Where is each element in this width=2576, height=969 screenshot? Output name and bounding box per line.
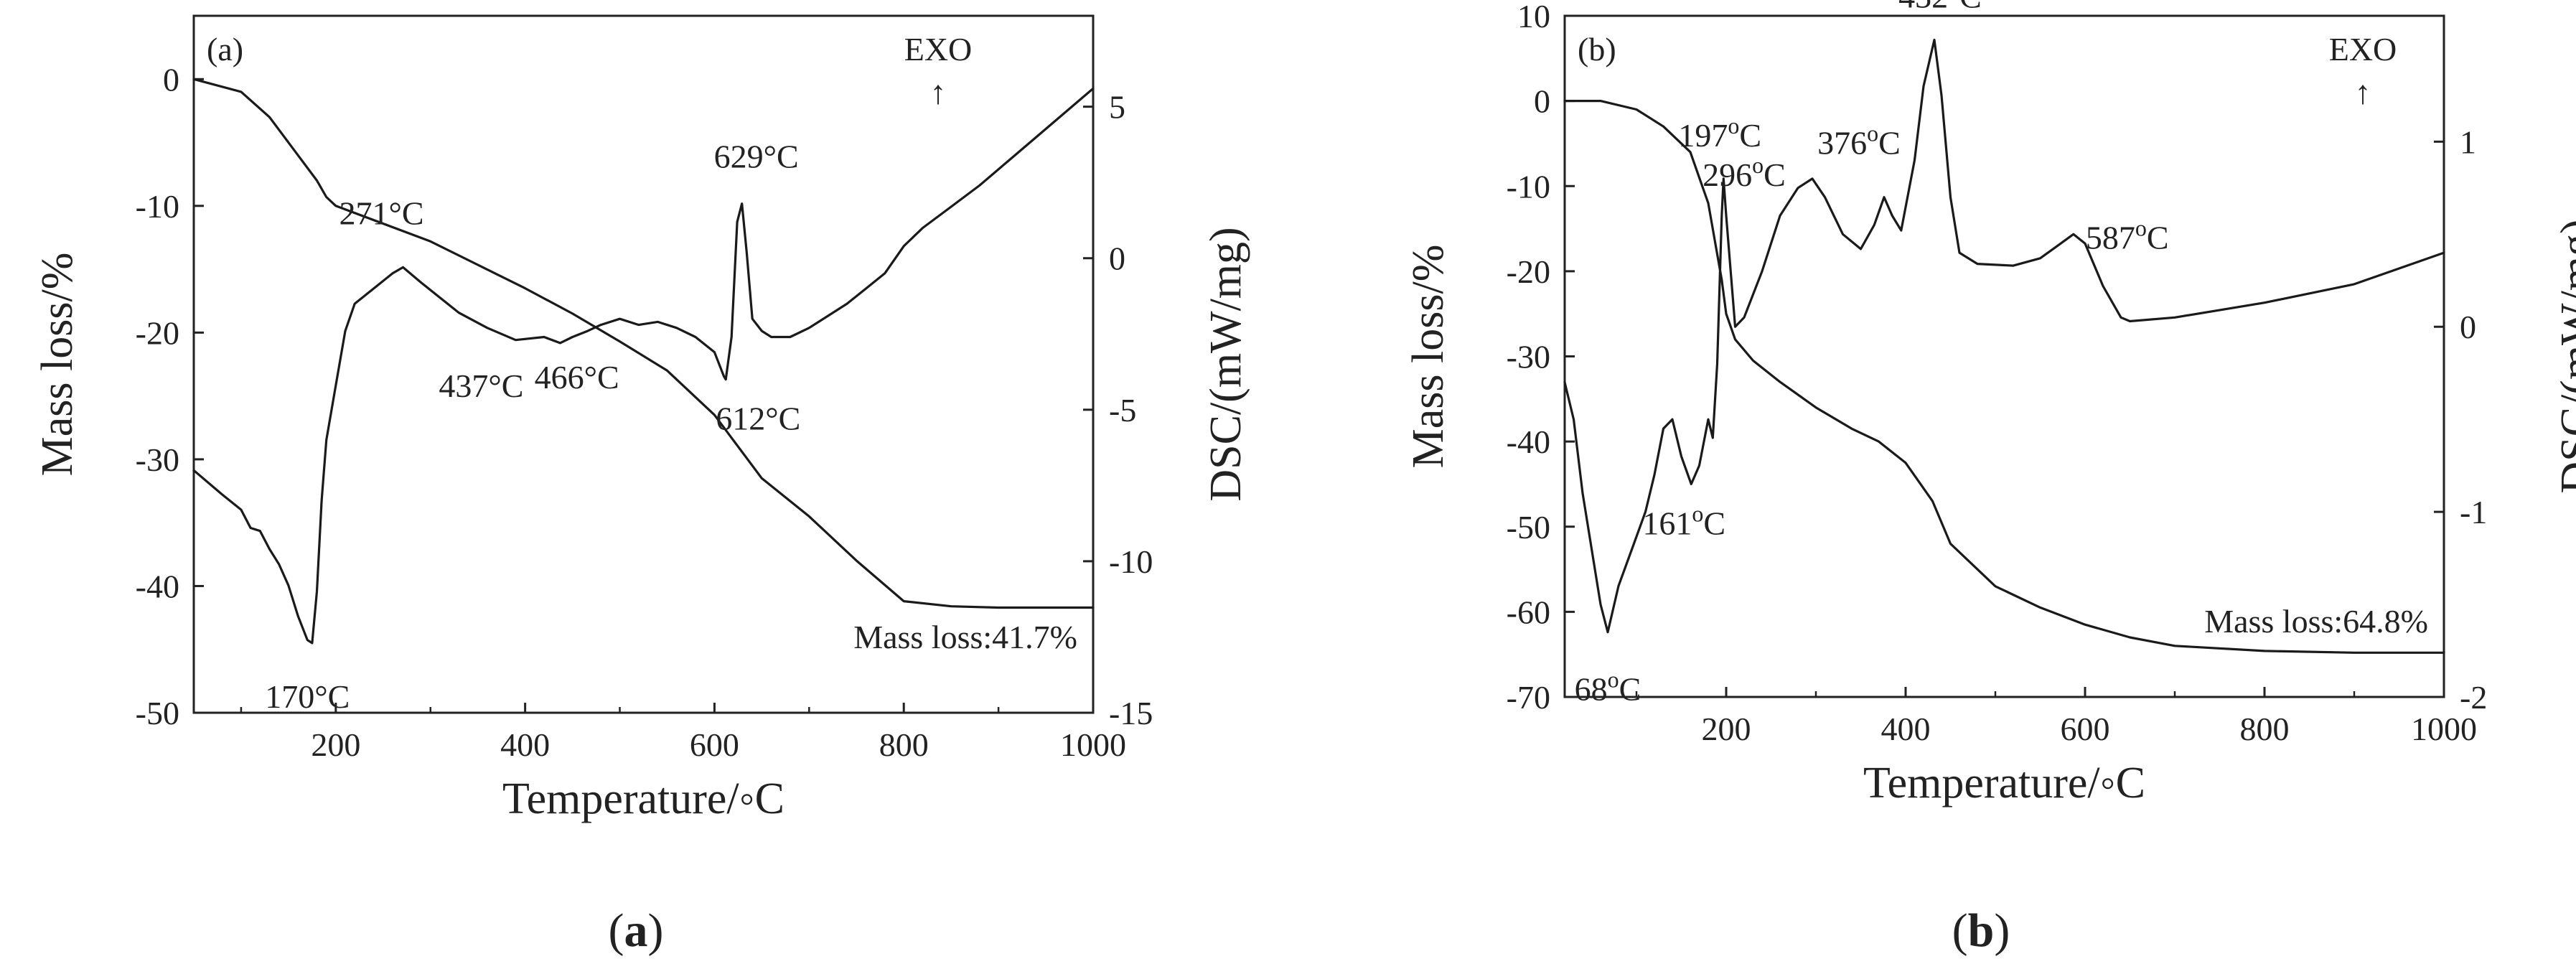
dsc-curve [192,87,1095,645]
y-left-tick-label: -10 [1507,168,1550,205]
y-right-axis-label: DSC/(mW/mg) [2552,219,2576,493]
x-axis-label: Temperature/◦C [1863,759,2145,808]
peak-annotation-unit: C [1959,0,1982,15]
peak-annotation-unit: C [1619,671,1641,708]
y-left-tick-label: -30 [136,441,179,478]
x-tick-label: 600 [2061,711,2110,747]
peak-annotation-value: 161 [1642,505,1692,541]
y-right-tick-label: -2 [2460,679,2487,716]
peak-annotation-unit: C [1703,505,1725,541]
mass-loss-curve [192,78,1095,609]
y-left-tick-label: 10 [1517,0,1550,34]
y-right-tick-label: 0 [2460,309,2476,345]
peak-annotation-unit: C [1878,125,1901,162]
peak-annotation: 376oC [1817,121,1901,162]
peak-annotation: 432oC [1898,0,1982,15]
peak-annotation-value: 197 [1678,117,1728,154]
peak-annotation: 612°C [716,401,800,437]
panel-label: (a) [207,31,243,67]
y-left-tick-label: -30 [1507,339,1550,375]
y-left-tick-label: -10 [136,188,179,225]
y-left-tick-label: 0 [1534,83,1550,120]
x-tick-label: 1000 [2411,711,2477,747]
y-right-axis-label: DSC/(mW/mg) [1202,227,1250,501]
peak-annotation-degree: o [1728,113,1739,139]
dsc-curve [1563,38,2445,634]
panel-label: (b) [1578,31,1616,67]
y-left-tick-label: -40 [1507,423,1550,460]
y-right-tick-label: 0 [1109,240,1125,277]
y-left-tick-label: -50 [1507,509,1550,546]
caption-open-paren: ( [1952,904,1968,957]
peak-annotation-degree: o [1752,152,1764,178]
y-left-tick-label: -70 [1507,679,1550,716]
mass-loss-text: Mass loss:64.8% [2204,603,2428,640]
peak-annotation-unit: C [1764,156,1786,193]
peak-annotation: 587oC [2086,215,2169,256]
caption-close-paren: ) [1994,904,2010,957]
peak-annotation: 161oC [1642,500,1725,541]
peak-annotation-degree: o [2135,215,2147,240]
peak-annotation-unit: C [2147,219,2169,256]
y-right-tick-label: 1 [2460,123,2476,160]
peak-annotation-value: 68 [1575,671,1608,708]
mass-loss-text: Mass loss:41.7% [853,619,1077,655]
x-tick-label: 400 [500,726,550,763]
peak-annotation: 466°C [535,359,619,395]
peak-annotation: 68oC [1575,667,1641,708]
y-right-tick-label: -15 [1109,695,1153,731]
peak-annotation-value: 587 [2086,219,2135,256]
x-tick-label: 200 [1702,711,1751,747]
y-left-tick-label: -60 [1507,594,1550,630]
y-left-tick-label: 0 [163,61,179,98]
caption-close-paren: ) [648,904,664,957]
chart-panel-b: 200 400 600 800 1000100-10-20-30-40-50-60-70… [1404,0,2576,957]
y-left-tick-label: -50 [136,695,179,731]
x-tick-label: 1000 [1060,726,1126,763]
peak-annotation: 629°C [714,139,799,175]
peak-annotation: 437°C [439,368,523,404]
plot-frame [192,14,1095,714]
x-tick-label: 400 [1881,711,1931,747]
peak-annotation-degree: o [1867,121,1878,146]
exo-arrow-icon: ↑ [2355,74,2371,111]
x-tick-label: 800 [2240,711,2290,747]
exo-label: EXO [904,31,973,67]
caption-letter: a [624,904,648,957]
caption-open-paren: ( [609,904,624,957]
y-left-tick-label: -20 [136,314,179,351]
y-left-axis-label: Mass loss/% [1404,245,1453,469]
y-right-tick-label: -1 [2460,494,2487,530]
y-right-tick-label: -5 [1109,392,1136,429]
x-axis-label: Temperature/◦C [502,774,784,823]
peak-annotation: 296oC [1702,152,1786,193]
exo-arrow-icon: ↑ [930,74,947,111]
caption-letter: b [1968,904,1995,957]
y-right-tick-label: 5 [1109,89,1125,126]
y-left-axis-label: Mass loss/% [33,253,82,477]
y-right-tick-label: -10 [1109,543,1153,580]
y-left-tick-label: -20 [1507,253,1550,290]
subfigure-caption: (b) [1952,904,2010,957]
x-tick-label: 200 [311,726,360,763]
peak-annotation: 170°C [265,678,350,715]
mass-loss-curve [1563,100,2445,654]
y-left-tick-label: -40 [136,568,179,604]
exo-label: EXO [2329,31,2397,67]
x-tick-label: 800 [879,726,929,763]
peak-annotation: 197oC [1678,113,1761,154]
peak-annotation-value: 432 [1898,0,1948,15]
peak-annotation: 271°C [339,195,423,231]
chart-panel-a: 200 400 600 800 1000 0 -10 -20 -30 -40 -50 5 0 -5 -10 -… [33,14,1250,957]
x-tick-label: 600 [690,726,739,763]
peak-annotation-value: 376 [1817,125,1867,162]
peak-annotation-unit: C [1739,117,1761,154]
subfigure-caption: (a) [609,904,664,957]
peak-annotation-degree: o [1692,500,1703,526]
peak-annotation-degree: o [1608,667,1619,693]
peak-annotation-value: 296 [1702,156,1752,193]
